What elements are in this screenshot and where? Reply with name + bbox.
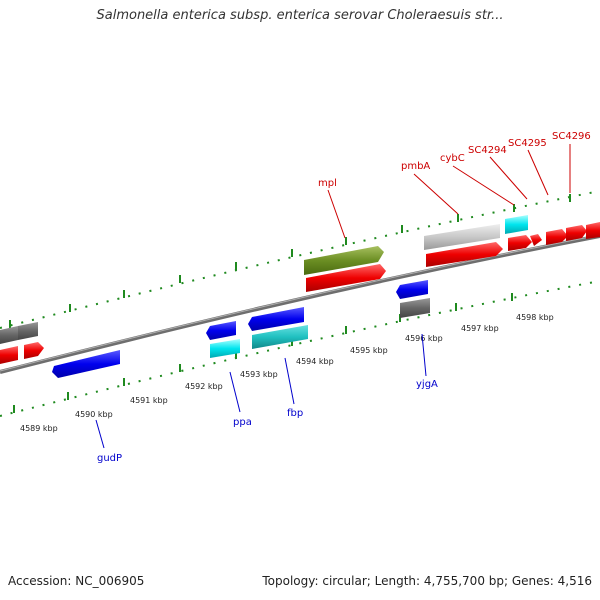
gene-label-mpl: mpl	[318, 178, 337, 189]
gene-dark-left-2	[18, 322, 38, 340]
gene-fbp-blue	[248, 307, 304, 331]
lower-major-ticks	[13, 293, 513, 413]
kbp-label: 4596 kbp	[405, 334, 443, 343]
gene-fbp-teal	[252, 325, 308, 349]
gene-red-SC4294	[530, 234, 542, 246]
gene-red-mid	[306, 264, 386, 292]
topology-text: Topology: circular; Length: 4,755,700 bp…	[262, 574, 592, 588]
gene-red-pmbA	[426, 242, 503, 267]
kbp-label: 4591 kbp	[130, 396, 168, 405]
gene-gudP	[52, 350, 120, 378]
gene-yjgA-blue	[396, 280, 428, 299]
kbp-label: 4594 kbp	[296, 357, 334, 366]
gene-dark-left	[0, 326, 18, 344]
gene-grey-pmbA	[424, 224, 500, 250]
gene-cyan-cybC	[505, 215, 528, 234]
top-gene-labels: mpl pmbA cybC SC4294 SC4295 SC4296	[318, 131, 591, 189]
upper-tick-track	[0, 190, 600, 329]
gene-label-yjgA: yjgA	[416, 379, 438, 390]
gene-label-gudP: gudP	[97, 453, 122, 464]
map-title: Salmonella enterica subsp. enterica sero…	[96, 8, 504, 23]
gene-label-cybC: cybC	[440, 153, 465, 164]
kbp-label: 4593 kbp	[240, 370, 278, 379]
gene-red-left	[0, 346, 18, 364]
kbp-label: 4590 kbp	[75, 410, 113, 419]
bottom-gene-labels: gudP ppa fbp yjgA	[97, 379, 438, 464]
kbp-label: 4592 kbp	[185, 382, 223, 391]
gene-label-SC4295: SC4295	[508, 138, 547, 149]
gene-ppa-blue	[206, 321, 236, 340]
gene-red-cybC	[508, 235, 532, 251]
gene-red-SC4296	[566, 225, 587, 241]
gene-yjgA-dark	[400, 298, 430, 318]
gene-red-SC4295	[546, 229, 568, 245]
gene-label-pmbA: pmbA	[401, 161, 430, 172]
gene-label-ppa: ppa	[233, 417, 252, 428]
gene-red-left-2	[24, 342, 44, 359]
bottom-label-leaders	[95, 333, 427, 449]
kbp-label: 4595 kbp	[350, 346, 388, 355]
gene-red-right	[586, 222, 600, 239]
forward-genes	[0, 215, 600, 364]
gene-label-fbp: fbp	[287, 408, 303, 419]
gene-label-SC4296: SC4296	[552, 131, 591, 142]
kbp-scale: 4589 kbp 4590 kbp 4591 kbp 4592 kbp 4593…	[20, 313, 554, 433]
gene-mpl	[304, 246, 384, 275]
gene-ppa-cyan	[210, 339, 240, 358]
upper-major-ticks	[9, 194, 571, 328]
top-label-leaders	[327, 144, 571, 239]
reverse-genes	[52, 280, 430, 378]
kbp-label: 4597 kbp	[461, 324, 499, 333]
kbp-label: 4598 kbp	[516, 313, 554, 322]
gene-label-SC4294: SC4294	[468, 145, 507, 156]
kbp-label: 4589 kbp	[20, 424, 58, 433]
genome-backbone	[0, 234, 600, 374]
accession-text: Accession: NC_006905	[8, 574, 145, 588]
